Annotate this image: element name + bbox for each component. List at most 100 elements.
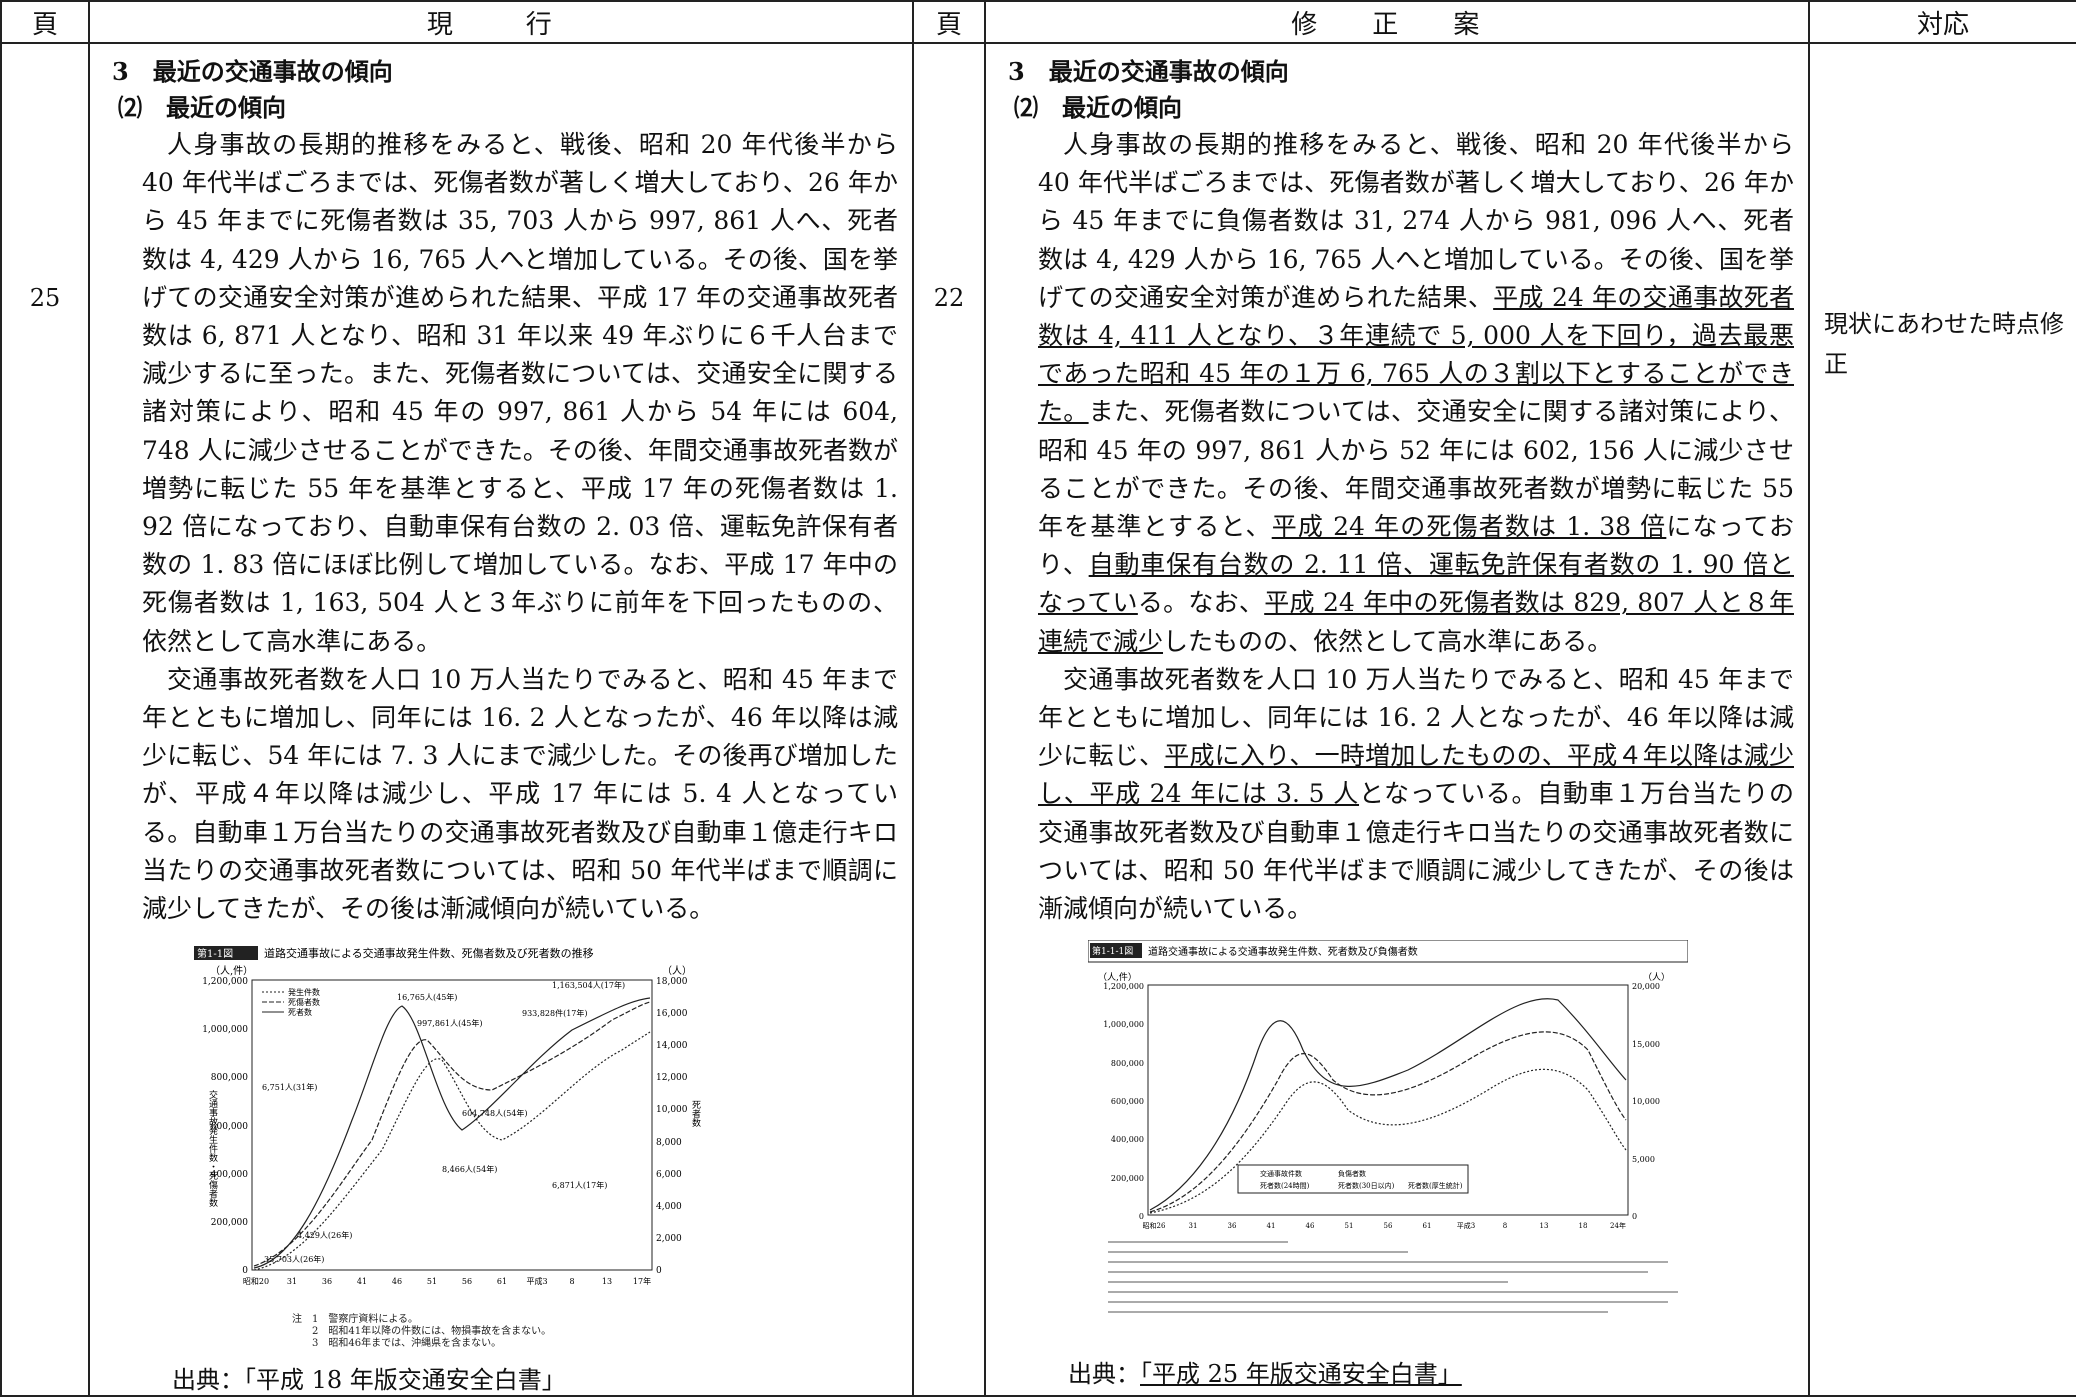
y-left-tick: 400,000 (1111, 1135, 1144, 1144)
current-figure: 第1-1図 道路交通事故による交通事故発生件数、死傷者数及び死者数の推移 （人,… (192, 940, 898, 1350)
source-prefix: 出典： (1068, 1360, 1140, 1388)
y-right-tick: 12,000 (656, 1073, 688, 1083)
y-left-tick: 0 (1139, 1212, 1144, 1221)
x-tick: 8 (569, 1277, 574, 1286)
y-right-tick: 18,000 (656, 977, 688, 987)
annotation: 933,828件(17年) (522, 1008, 588, 1018)
paragraph-1: 人身事故の長期的推移をみると、戦後、昭和 20 年代後半から 40 年代半ばごろ… (1008, 126, 1794, 661)
figure-title: 道路交通事故による交通事故発生件数、死傷者数及び死者数の推移 (264, 946, 594, 960)
x-tick: 61 (1423, 1222, 1432, 1230)
x-tick: 41 (357, 1277, 367, 1286)
annotation: 997,861人(45年) (417, 1018, 483, 1028)
header-response: 対応 (1809, 1, 2076, 43)
y-right-tick: 5,000 (1632, 1155, 1655, 1164)
x-tick: 13 (1540, 1222, 1549, 1230)
x-tick: 41 (1267, 1222, 1276, 1230)
x-tick: 昭和26 (1143, 1221, 1166, 1230)
x-tick: 平成3 (1457, 1221, 1475, 1230)
annotation: 1,163,504人(17年) (552, 980, 625, 990)
y-right-axis: 20,000 15,000 10,000 5,000 0 (1632, 982, 1660, 1221)
y-left-tick: 200,000 (211, 1218, 248, 1228)
x-tick: 8 (1503, 1222, 1507, 1230)
x-tick: 36 (322, 1277, 332, 1286)
annotation: 4,429人(26年) (297, 1230, 352, 1240)
y-left-tick: 1,000,000 (202, 1025, 248, 1035)
header-row: 頁 現 行 頁 修 正 案 対応 (1, 1, 2076, 43)
annotation: 604,748人(54年) (462, 1108, 528, 1118)
note: 2 昭和41年以降の件数には、物損事故を含まない。 (292, 1326, 898, 1338)
annotation: 16,765人(45年) (397, 992, 457, 1002)
legend-item: 死者数(30日以内) (1338, 1181, 1395, 1190)
current-chart: 第1-1図 道路交通事故による交通事故発生件数、死傷者数及び死者数の推移 （人,… (192, 940, 712, 1310)
legend-item: 死傷者数 (288, 997, 320, 1007)
x-tick: 13 (602, 1277, 612, 1286)
paragraph-2: 交通事故死者数を人口 10 万人当たりでみると、昭和 45 年まで年とともに増加… (1008, 661, 1794, 928)
x-tick: 18 (1579, 1222, 1588, 1230)
header-page-revised: 頁 (913, 1, 985, 43)
x-tick: 平成3 (526, 1276, 547, 1286)
x-tick: 56 (462, 1277, 472, 1286)
y-right-label: 死者数 (690, 1100, 701, 1128)
x-tick: 17年 (633, 1276, 651, 1286)
section-heading: 3 最近の交通事故の傾向 (1008, 54, 1794, 90)
y-right-axis: 18,000 16,000 14,000 12,000 10,000 8,000… (656, 977, 688, 1276)
source-citation: 出典：「平成 18 年版交通安全白書」 (172, 1360, 898, 1395)
revised-page-number: 22 (913, 43, 985, 1396)
figure-title: 道路交通事故による交通事故発生件数、死者数及び負傷者数 (1148, 945, 1418, 958)
y-right-tick: 4,000 (656, 1202, 682, 1212)
x-axis: 昭和26 31 36 41 46 51 56 61 平成3 8 13 18 (1143, 1221, 1626, 1230)
y-left-axis: 1,200,000 1,000,000 800,000 600,000 400,… (1103, 982, 1144, 1221)
current-page-number: 25 (1, 43, 89, 1396)
x-tick: 31 (287, 1277, 297, 1286)
note: 注 1 警察庁資料による。 (292, 1314, 898, 1326)
revised-chart: 第1-1-1図 道路交通事故による交通事故発生件数、死者数及び負傷者数 （人,件… (1088, 940, 1688, 1340)
content-row: 25 3 最近の交通事故の傾向 ⑵ 最近の傾向 人身事故の長期的推移をみると、戦… (1, 43, 2076, 1396)
y-left-tick: 200,000 (1111, 1174, 1144, 1183)
y-left-tick: 0 (242, 1266, 248, 1276)
y-left-tick: 1,200,000 (1103, 982, 1144, 991)
y-right-tick: 16,000 (656, 1009, 688, 1019)
x-tick: 24年 (1610, 1221, 1626, 1230)
legend-item: 死者数 (288, 1007, 312, 1017)
y-left-tick: 800,000 (211, 1073, 248, 1083)
y-right-tick: 2,000 (656, 1234, 682, 1244)
unit-right: （人） (662, 965, 692, 977)
source-title: 「平成 25 年版交通安全白書」 (1140, 1360, 1462, 1388)
y-right-tick: 6,000 (656, 1170, 682, 1180)
figure-notes: 注 1 警察庁資料による。 2 昭和41年以降の件数には、物損事故を含まない。 … (292, 1314, 898, 1350)
y-left-tick: 600,000 (1111, 1097, 1144, 1106)
revised-text-underlined: 平成 24 年の死傷者数は 1. 38 倍 (1272, 512, 1667, 541)
legend-item: 交通事故件数 (1260, 1169, 1302, 1178)
y-right-tick: 0 (656, 1266, 662, 1276)
y-right-tick: 10,000 (656, 1105, 688, 1115)
y-left-tick: 800,000 (1111, 1059, 1144, 1068)
header-revised: 修 正 案 (985, 1, 1809, 43)
x-axis: 昭和20 31 36 41 46 51 56 61 平成3 8 13 17年 (243, 1276, 651, 1286)
annotation: 8,466人(54年) (442, 1164, 497, 1174)
y-right-tick: 10,000 (1632, 1097, 1660, 1106)
footnotes-lines (1108, 1242, 1678, 1312)
x-tick: 31 (1189, 1222, 1198, 1230)
figure-badge: 第1-1-1図 (1092, 945, 1133, 957)
x-tick: 51 (1345, 1222, 1354, 1230)
header-current: 現 行 (89, 1, 913, 43)
legend-item: 死者数(24時間) (1260, 1181, 1310, 1190)
annotations: 16,765人(45年) 997,861人(45年) 933,828件(17年)… (262, 980, 625, 1264)
y-left-tick: 1,200,000 (202, 977, 248, 987)
note: 3 昭和46年までは、沖縄県を含まない。 (292, 1338, 898, 1350)
y-left-tick: 1,000,000 (1103, 1020, 1144, 1029)
series-deaths (254, 998, 650, 1268)
x-tick: 36 (1228, 1222, 1237, 1230)
x-tick: 46 (1306, 1222, 1315, 1230)
legend-item: 発生件数 (288, 987, 320, 997)
x-tick: 56 (1384, 1222, 1393, 1230)
legend: 発生件数 死傷者数 死者数 (262, 987, 320, 1017)
x-tick: 61 (497, 1277, 507, 1286)
subsection-heading: ⑵ 最近の傾向 (112, 90, 898, 126)
text-run: る。なお、 (1138, 588, 1264, 617)
source-citation: 出典：「平成 25 年版交通安全白書」 (1068, 1354, 1794, 1389)
revised-text-cell: 3 最近の交通事故の傾向 ⑵ 最近の傾向 人身事故の長期的推移をみると、戦後、昭… (985, 43, 1809, 1396)
y-right-tick: 14,000 (656, 1041, 688, 1051)
x-tick: 昭和20 (243, 1277, 269, 1286)
annotation: 6,871人(17年) (552, 1180, 607, 1190)
